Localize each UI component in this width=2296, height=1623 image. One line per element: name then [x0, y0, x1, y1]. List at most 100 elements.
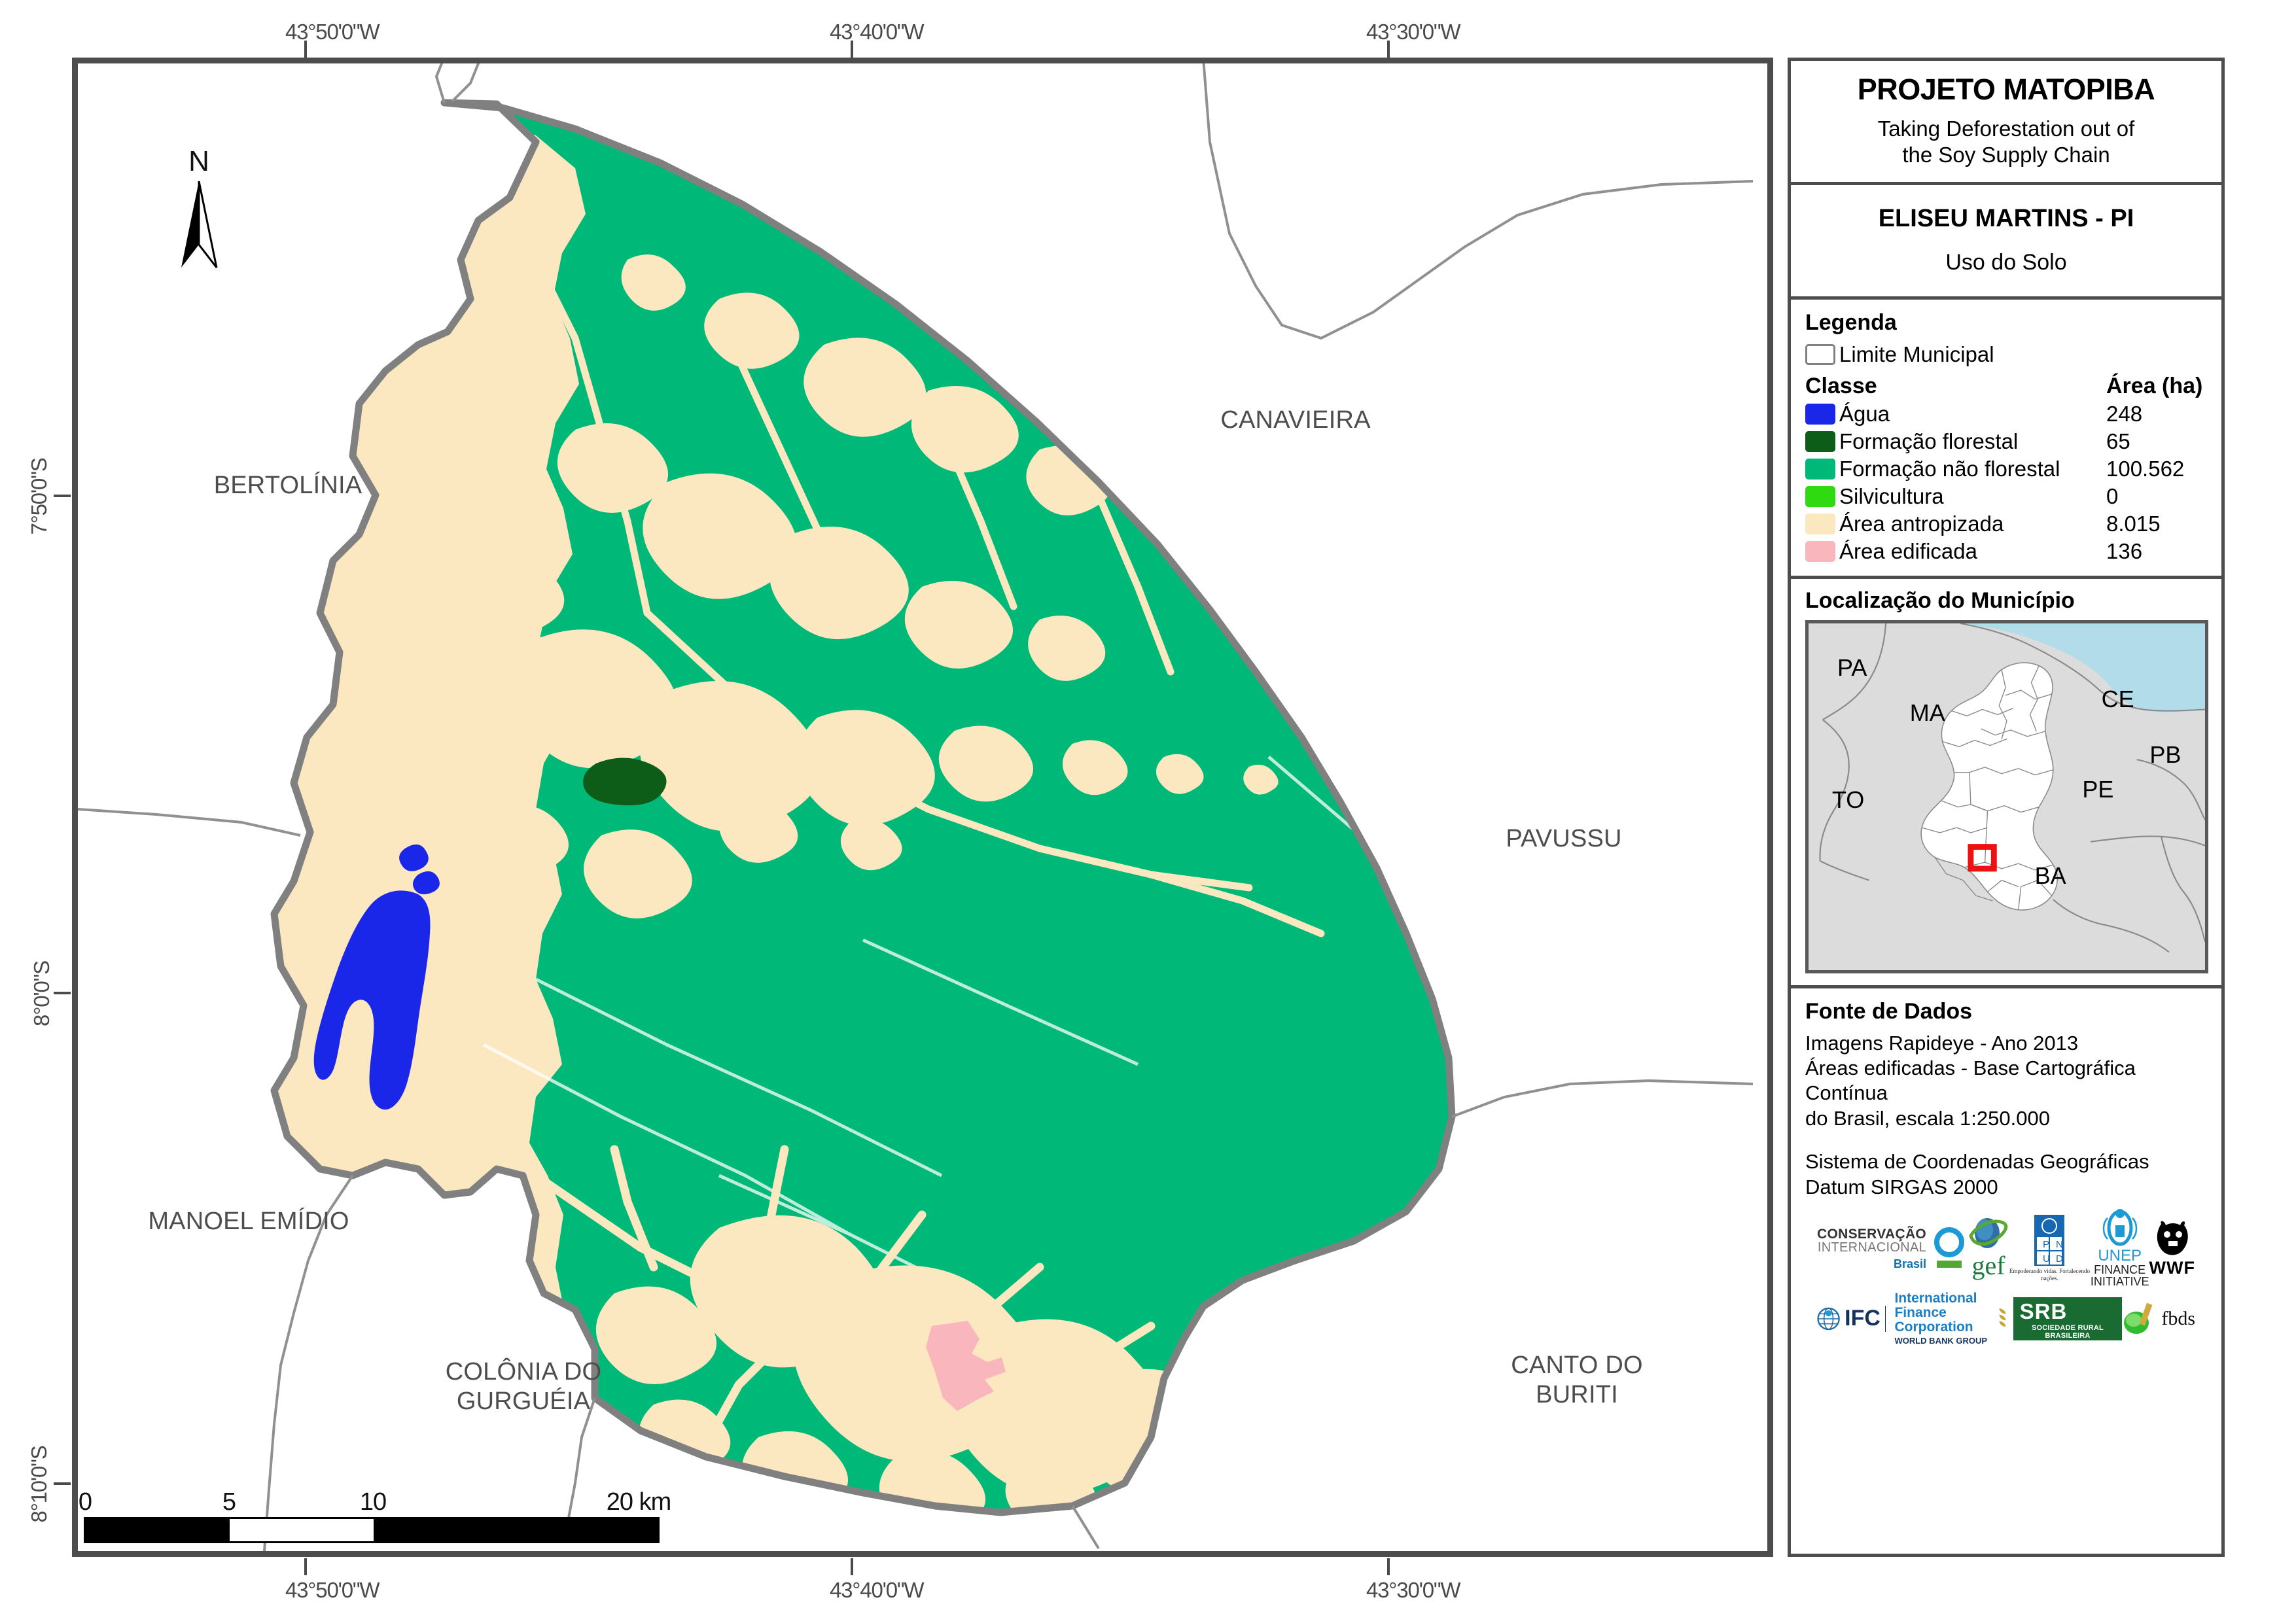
ifc-globe-icon: [1817, 1307, 1840, 1330]
neighbour-label-pavussu: PAVUSSU: [1506, 825, 1622, 852]
lat-tick-2: [54, 992, 71, 994]
neighbour-label-manoel-emidio: MANOEL EMÍDIO: [148, 1208, 349, 1235]
lon-label-top-3: 43°30'0"W: [1366, 20, 1461, 44]
north-arrow-icon: [181, 181, 218, 268]
ifc-abbr: IFC: [1845, 1306, 1881, 1331]
legend-heading: Legenda: [1805, 309, 1897, 335]
lat-label-3: 8°10'0"S: [27, 1446, 51, 1523]
project-subtitle: Taking Deforestation out of the Soy Supp…: [1877, 116, 2135, 167]
ifc-line1: International: [1894, 1291, 1977, 1306]
north-arrow: N: [169, 147, 228, 278]
municipality-block: ELISEU MARTINS - PI Uso do Solo: [1791, 185, 2221, 300]
svg-text:D: D: [2056, 1253, 2063, 1265]
municipality-boundary: [270, 99, 1456, 1516]
gef-wordmark: gef: [1971, 1250, 2005, 1280]
ci-line1: CONSERVAÇÃO: [1817, 1226, 1927, 1242]
formacao-nao-florestal-area: 100.562: [2106, 456, 2185, 481]
scale-tick-20: 20 km: [606, 1488, 671, 1516]
water-body: [313, 844, 440, 1110]
srb-wheat-icon: [1999, 1308, 2007, 1327]
formacao-florestal-area: 65: [2106, 428, 2130, 453]
map-legend-panel: PROJETO MATOPIBA Taking Deforestation ou…: [1788, 58, 2225, 1557]
fbds-leaf-icon: [2124, 1302, 2153, 1334]
ifc-divider: [1884, 1305, 1886, 1332]
silvicultura-swatch-icon: [1805, 485, 1835, 507]
srb-abbr: SRB: [2019, 1299, 2068, 1323]
boundary-swatch-icon: [1805, 343, 1835, 365]
ifc-line2: Finance Corporation: [1894, 1305, 1973, 1335]
legend-column-headers: Classe Área (ha): [1805, 374, 2207, 399]
legend-item-silvicultura: Silvicultura 0: [1805, 484, 2207, 509]
municipality-name: ELISEU MARTINS - PI: [1878, 204, 2134, 232]
scale-tick-10: 10: [359, 1488, 387, 1516]
source-text: Imagens Rapideye - Ano 2013 Áreas edific…: [1805, 1031, 2136, 1130]
unep-line2: FINANCE: [2094, 1263, 2146, 1277]
logo-row-2: IFC International Finance Corporation WO…: [1817, 1291, 2195, 1346]
project-title: PROJETO MATOPIBA: [1857, 73, 2155, 106]
lon-label-top-1: 43°50'0"W: [285, 20, 380, 44]
area-antropizada-area: 8.015: [2106, 511, 2161, 536]
main-map-frame[interactable]: N: [72, 58, 1773, 1557]
unep-finance-initiative-logo: UNEP FINANCE INITIATIVE: [2091, 1209, 2149, 1287]
legend-col-area: Área (ha): [2106, 373, 2203, 398]
silvicultura-area: 0: [2106, 483, 2119, 508]
neighbour-boundaries: [78, 63, 1754, 1551]
conservacao-internacional-logo: CONSERVAÇÃO INTERNACIONAL Brasil: [1817, 1227, 1968, 1270]
srb-tagline: SOCIEDADE RURAL BRASILEIRA: [2031, 1323, 2104, 1340]
urban-area: [926, 1321, 1006, 1411]
locator-block: Localização do Município: [1791, 579, 2221, 988]
srb-logo: SRB SOCIEDADE RURAL BRASILEIRA: [1997, 1297, 2123, 1340]
formacao-florestal-swatch-icon: [1805, 430, 1835, 452]
fbds-wordmark: fbds: [2161, 1307, 2195, 1329]
svg-text:P: P: [2043, 1239, 2049, 1250]
unep-line1: UNEP: [2098, 1247, 2142, 1265]
formacao-nao-florestal-label: Formação não florestal: [1839, 456, 2060, 481]
pnud-tagline: Empoderando vidas. Fortalecendo nações.: [2009, 1268, 2091, 1282]
lon-label-bottom-1: 43°50'0"W: [285, 1578, 380, 1602]
ci-mark-icon: [1934, 1227, 1965, 1268]
map-canvas[interactable]: N: [78, 63, 1767, 1551]
lon-tick-bottom-3: [1387, 1558, 1390, 1575]
wwf-logo: WWF: [2149, 1219, 2195, 1278]
unep-line3: INITIATIVE: [2090, 1275, 2149, 1289]
lon-tick-bottom-2: [851, 1558, 853, 1575]
north-arrow-label: N: [188, 145, 209, 177]
legend-item-formacao-florestal: Formação florestal 65: [1805, 429, 2207, 454]
area-antropizada-swatch-icon: [1805, 513, 1835, 534]
lon-tick-top-2: [851, 41, 853, 58]
svg-text:U: U: [2043, 1253, 2050, 1265]
municipality-highlight-box: [1968, 843, 1997, 871]
pnud-logo: P N U D Empoderando vidas. Fortalecendo …: [2009, 1215, 2091, 1282]
scale-seg-1: [86, 1519, 230, 1541]
area-edificada-label: Área edificada: [1839, 538, 1977, 563]
legend-block: Legenda Limite Municipal Classe Área (ha…: [1791, 300, 2221, 579]
coordinate-system-text: Sistema de Coordenadas Geográficas Datum…: [1805, 1150, 2149, 1198]
pnud-mark-icon: P N U D: [2034, 1215, 2065, 1266]
silvicultura-label: Silvicultura: [1839, 483, 1944, 508]
neighbour-label-bertolinia: BERTOLÍNIA: [213, 472, 362, 499]
source-heading: Fonte de Dados: [1805, 998, 1973, 1024]
wwf-wordmark: WWF: [2149, 1257, 2195, 1278]
lon-tick-top-1: [304, 41, 307, 58]
scale-tick-0: 0: [78, 1488, 92, 1516]
locator-map[interactable]: PA MA CE PB TO PE BA: [1805, 620, 2208, 973]
area-antropizada-label: Área antropizada: [1839, 511, 2004, 536]
lon-tick-bottom-1: [304, 1558, 307, 1575]
gef-globe-icon: [1969, 1217, 2008, 1248]
municipality-landcover: [274, 103, 1452, 1512]
legend-item-area-antropizada: Área antropizada 8.015: [1805, 512, 2207, 536]
lat-tick-1: [54, 495, 71, 497]
scale-bar-graphic: [84, 1517, 660, 1543]
title-block: PROJETO MATOPIBA Taking Deforestation ou…: [1791, 61, 2221, 185]
agua-label: Água: [1839, 401, 1890, 426]
gef-logo: gef: [1968, 1216, 2009, 1281]
lat-label-1: 7°50'0"S: [27, 458, 51, 535]
lon-label-bottom-3: 43°30'0"W: [1366, 1578, 1461, 1602]
scale-bar-labels: 0 5 10 20 km: [79, 1488, 673, 1517]
ifc-line3: WORLD BANK GROUP: [1894, 1336, 1988, 1346]
lat-tick-3: [54, 1482, 71, 1485]
legend-item-formacao-nao-florestal: Formação não florestal 100.562: [1805, 457, 2207, 481]
agua-area: 248: [2106, 401, 2143, 426]
scale-seg-2: [230, 1519, 374, 1541]
